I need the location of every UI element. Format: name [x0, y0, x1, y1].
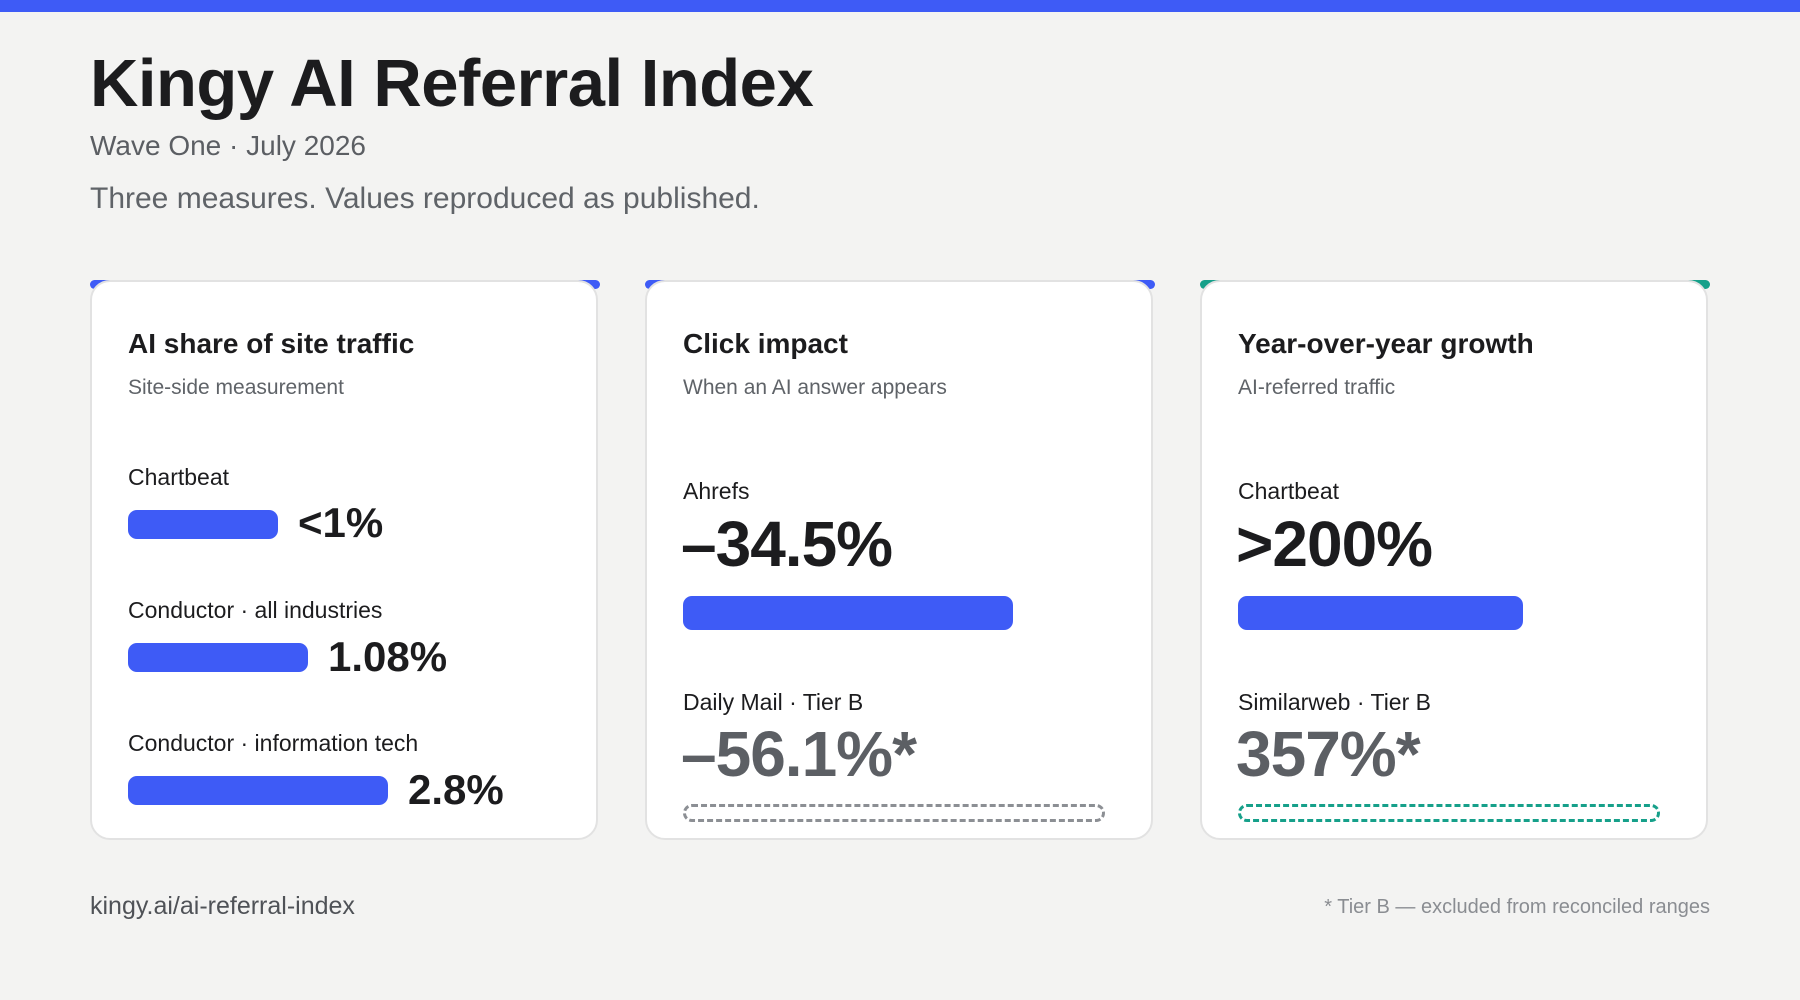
- dashed-bar-daily-mail: [683, 804, 1105, 822]
- card-title: AI share of site traffic: [128, 328, 415, 359]
- dashed-bar-similarweb: [1238, 804, 1660, 822]
- row-label-conductor-it: Conductor · information tech: [128, 730, 419, 756]
- value-ahrefs: –34.5%: [681, 508, 893, 580]
- label-ahrefs: Ahrefs: [683, 478, 750, 504]
- row-label-conductor-all: Conductor · all industries: [128, 597, 383, 623]
- value-chartbeat: <1%: [298, 499, 384, 546]
- bar-conductor-all: [128, 643, 308, 672]
- value-similarweb: 357%*: [1236, 718, 1421, 790]
- value-conductor-it: 2.8%: [408, 766, 504, 813]
- page-description: Three measures. Values reproduced as pub…: [90, 182, 760, 215]
- card-ai-share: AI share of site traffic Site-side measu…: [90, 280, 598, 840]
- top-accent-bar: [0, 0, 1800, 12]
- bar-chartbeat: [128, 510, 278, 539]
- value-conductor-all: 1.08%: [328, 633, 448, 680]
- footer-url[interactable]: kingy.ai/ai-referral-index: [90, 892, 355, 920]
- label-daily-mail: Daily Mail · Tier B: [683, 689, 864, 715]
- label-chartbeat: Chartbeat: [1238, 478, 1340, 504]
- bar-conductor-it: [128, 776, 388, 805]
- bar-ahrefs: [683, 596, 1013, 630]
- row-label-chartbeat: Chartbeat: [128, 464, 230, 490]
- bar-chartbeat-growth: [1238, 596, 1523, 630]
- value-daily-mail: –56.1%*: [681, 718, 917, 790]
- footer-note: * Tier B — excluded from reconciled rang…: [1324, 896, 1710, 918]
- card-subtitle: AI-referred traffic: [1238, 376, 1396, 399]
- value-chartbeat-growth: >200%: [1236, 508, 1433, 580]
- card-title: Click impact: [683, 328, 848, 359]
- label-similarweb: Similarweb · Tier B: [1238, 689, 1431, 715]
- card-click-impact: Click impact When an AI answer appears A…: [645, 280, 1153, 840]
- card-subtitle: When an AI answer appears: [683, 376, 947, 399]
- card-yoy-growth: Year-over-year growth AI-referred traffi…: [1200, 280, 1708, 840]
- page-title: Kingy AI Referral Index: [90, 46, 814, 121]
- page-subtitle: Wave One · July 2026: [90, 130, 366, 161]
- card-title: Year-over-year growth: [1238, 328, 1534, 359]
- card-subtitle: Site-side measurement: [128, 376, 344, 399]
